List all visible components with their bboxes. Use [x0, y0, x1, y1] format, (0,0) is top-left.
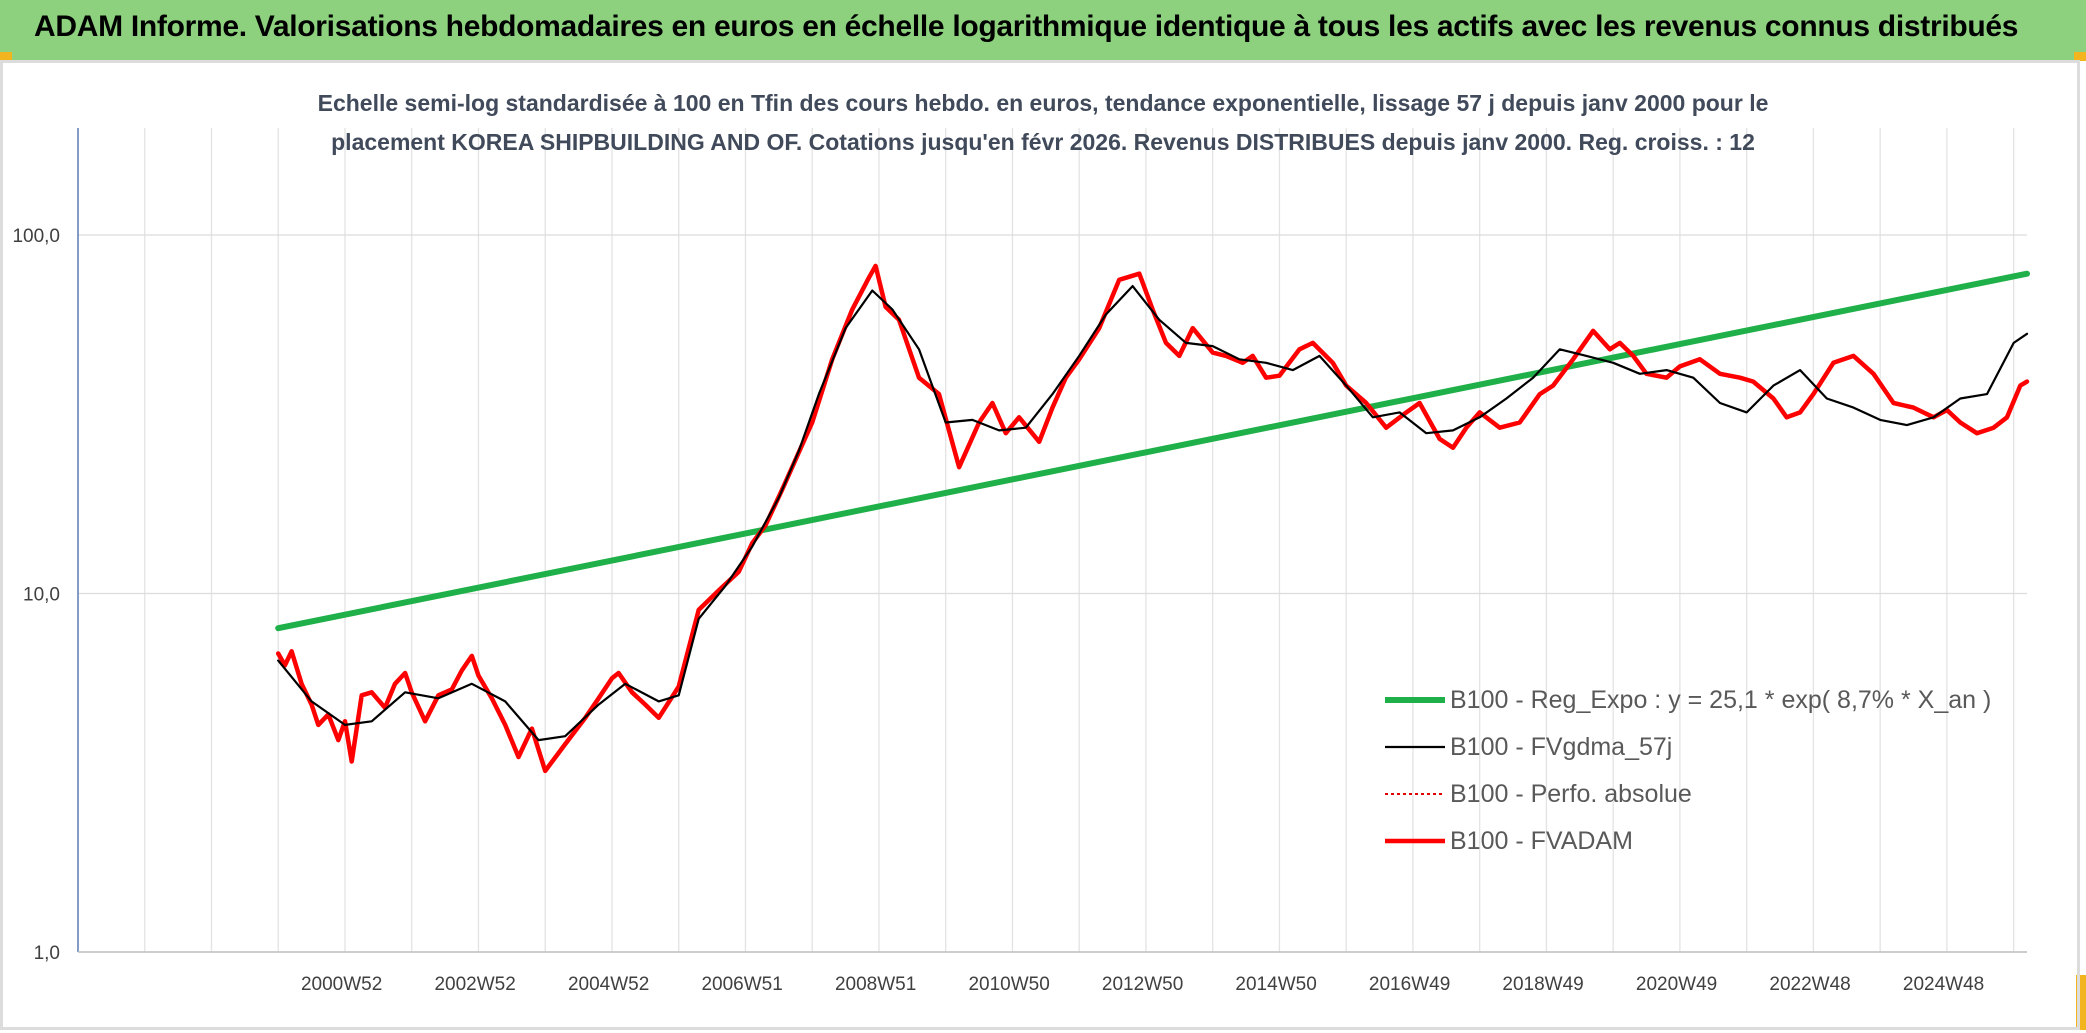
y-tick-label: 1,0 [34, 943, 60, 964]
y-tick-label: 100,0 [12, 226, 60, 247]
corner-mark-bottom-right [2076, 975, 2086, 1030]
chart-title-line-1: Echelle semi-log standardisée à 100 en T… [318, 90, 1769, 116]
x-tick-label: 2012W50 [1102, 974, 1183, 995]
banner-title: ADAM Informe. Valorisations hebdomadaire… [34, 10, 2019, 43]
x-tick-label: 2006W51 [701, 974, 782, 995]
chart-frame [0, 60, 2080, 1030]
series-line-b100-fvgdma-57j [277, 285, 2029, 742]
x-tick-label: 2024W48 [1903, 974, 1984, 995]
legend-label: B100 - Reg_Expo : y = 25,1 * exp( 8,7% *… [1450, 686, 1991, 714]
x-tick-label: 2004W52 [568, 974, 649, 995]
x-tick-label: 2022W48 [1769, 974, 1850, 995]
title-banner: ADAM Informe. Valorisations hebdomadaire… [0, 0, 2086, 60]
corner-mark-top-right [2074, 52, 2086, 61]
x-tick-label: 2010W50 [968, 974, 1049, 995]
legend: B100 - Reg_Expo : y = 25,1 * exp( 8,7% *… [1385, 686, 1991, 855]
chart-title-line-2: placement KOREA SHIPBUILDING AND OF. Cot… [331, 129, 1755, 155]
legend-label: B100 - FVgdma_57j [1450, 733, 1672, 761]
x-tick-label: 2008W51 [835, 974, 916, 995]
corner-mark-top-left [0, 52, 12, 61]
x-tick-label: 2018W49 [1502, 974, 1583, 995]
legend-label: B100 - FVADAM [1450, 827, 1633, 855]
legend-label: B100 - Perfo. absolue [1450, 780, 1692, 808]
x-tick-label: 2000W52 [301, 974, 382, 995]
x-tick-label: 2020W49 [1636, 974, 1717, 995]
x-tick-label: 2016W49 [1369, 974, 1450, 995]
series-line-b100-reg-expo-y-25-1-exp-8-7-x-an- [275, 270, 2030, 632]
series-line-b100-fvadam [275, 263, 2030, 774]
x-tick-label: 2002W52 [434, 974, 515, 995]
y-tick-label: 10,0 [23, 585, 60, 606]
x-tick-label: 2014W50 [1235, 974, 1316, 995]
